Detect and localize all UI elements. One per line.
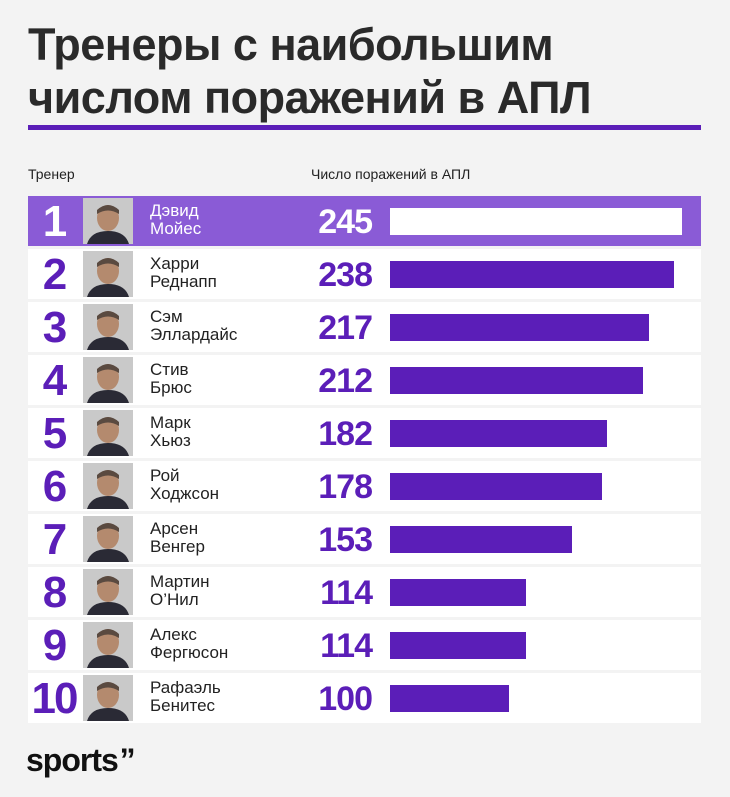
coach-name: Сэм Эллардайс	[150, 308, 237, 344]
column-header-coach: Тренер	[28, 166, 75, 182]
brand-logo: sports’’	[26, 742, 136, 779]
person-icon	[83, 198, 133, 244]
loss-value-label: 100	[318, 680, 373, 718]
loss-bar	[390, 367, 643, 394]
coach-row: 1 Дэвид Мойес 245	[28, 196, 701, 246]
coach-last-name: Эллардайс	[150, 325, 238, 344]
coach-photo	[83, 463, 133, 509]
coach-name: Дэвид Мойес	[150, 202, 201, 238]
coach-last-name: О’Нил	[150, 590, 199, 609]
coach-name: Марк Хьюз	[150, 414, 191, 450]
coach-name: Арсен Венгер	[150, 520, 205, 556]
loss-bar	[390, 579, 526, 606]
title-underline	[28, 125, 701, 130]
coach-first-name: Алекс	[150, 625, 197, 644]
coach-last-name: Мойес	[150, 219, 202, 238]
coach-photo	[83, 410, 133, 456]
coach-first-name: Марк	[150, 413, 191, 432]
coach-last-name: Фергюсон	[150, 643, 229, 662]
coach-last-name: Венгер	[150, 537, 205, 556]
rank-number: 1	[42, 197, 67, 246]
coach-row: 4 Стив Брюс 212	[28, 355, 701, 405]
coach-first-name: Рой	[150, 466, 180, 485]
coach-last-name: Реднапп	[150, 272, 217, 291]
coach-name: Мартин О’Нил	[150, 573, 210, 609]
coach-row: 6 Рой Ходжсон 178	[28, 461, 701, 511]
loss-value-label: 153	[318, 521, 373, 559]
coach-first-name: Рафаэль	[150, 678, 221, 697]
coach-last-name: Хьюз	[150, 431, 191, 450]
coach-first-name: Дэвид	[150, 201, 199, 220]
brand-name: sports	[26, 742, 119, 778]
coach-row: 2 Харри Реднапп 238	[28, 249, 701, 299]
coach-row: 7 Арсен Венгер 153	[28, 514, 701, 564]
chart-title: Тренеры с наибольшим числом поражений в …	[28, 19, 592, 123]
person-icon	[83, 304, 133, 350]
loss-bar	[390, 208, 682, 235]
person-icon	[83, 516, 133, 562]
coach-last-name: Ходжсон	[150, 484, 220, 503]
coach-photo	[83, 516, 133, 562]
person-icon	[83, 463, 133, 509]
rank-number: 2	[42, 250, 67, 299]
brand-mark: ’’	[119, 742, 136, 778]
coach-photo	[83, 357, 133, 403]
loss-value-label: 217	[318, 309, 373, 347]
loss-bar	[390, 261, 674, 288]
loss-value-label: 182	[318, 415, 373, 453]
loss-bar	[390, 420, 607, 447]
coach-last-name: Брюс	[150, 378, 192, 397]
loss-bar	[390, 526, 572, 553]
loss-value-label: 245	[318, 203, 373, 241]
coach-name: Рафаэль Бенитес	[150, 679, 221, 715]
rank-number: 8	[42, 568, 67, 617]
rank-number: 10	[31, 674, 79, 723]
coach-name: Рой Ходжсон	[150, 467, 219, 503]
coach-photo	[83, 251, 133, 297]
coach-name: Стив Брюс	[150, 361, 192, 397]
loss-value-label: 212	[318, 362, 373, 400]
coach-photo	[83, 622, 133, 668]
coach-photo	[83, 675, 133, 721]
coach-row: 10 Рафаэль Бенитес 100	[28, 673, 701, 723]
person-icon	[83, 675, 133, 721]
coach-first-name: Стив	[150, 360, 189, 379]
column-header-losses: Число поражений в АПЛ	[311, 166, 471, 182]
person-icon	[83, 357, 133, 403]
person-icon	[83, 251, 133, 297]
person-icon	[83, 622, 133, 668]
loss-bar	[390, 632, 526, 659]
coach-name: Харри Реднапп	[150, 255, 217, 291]
coach-row: 9 Алекс Фергюсон 114	[28, 620, 701, 670]
coach-first-name: Мартин	[150, 572, 210, 591]
coach-row: 5 Марк Хьюз 182	[28, 408, 701, 458]
coach-photo	[83, 198, 133, 244]
person-icon	[83, 410, 133, 456]
coach-first-name: Арсен	[150, 519, 199, 538]
rank-number: 3	[42, 303, 67, 352]
rank-number: 6	[42, 462, 67, 511]
loss-value-label: 114	[320, 627, 373, 665]
person-icon	[83, 569, 133, 615]
loss-value-label: 238	[318, 256, 373, 294]
loss-value-label: 114	[320, 574, 373, 612]
coach-photo	[83, 569, 133, 615]
coach-photo	[83, 304, 133, 350]
coach-last-name: Бенитес	[150, 696, 216, 715]
loss-value-label: 178	[318, 468, 373, 506]
loss-bar	[390, 685, 509, 712]
coach-first-name: Сэм	[150, 307, 183, 326]
rank-number: 9	[42, 621, 67, 670]
rank-number: 4	[42, 356, 67, 405]
loss-bar	[390, 473, 602, 500]
coach-row: 8 Мартин О’Нил 114	[28, 567, 701, 617]
coach-first-name: Харри	[150, 254, 200, 273]
coach-name: Алекс Фергюсон	[150, 626, 228, 662]
coach-row: 3 Сэм Эллардайс 217	[28, 302, 701, 352]
loss-bar	[390, 314, 649, 341]
rank-number: 5	[42, 409, 67, 458]
rank-number: 7	[42, 515, 67, 564]
